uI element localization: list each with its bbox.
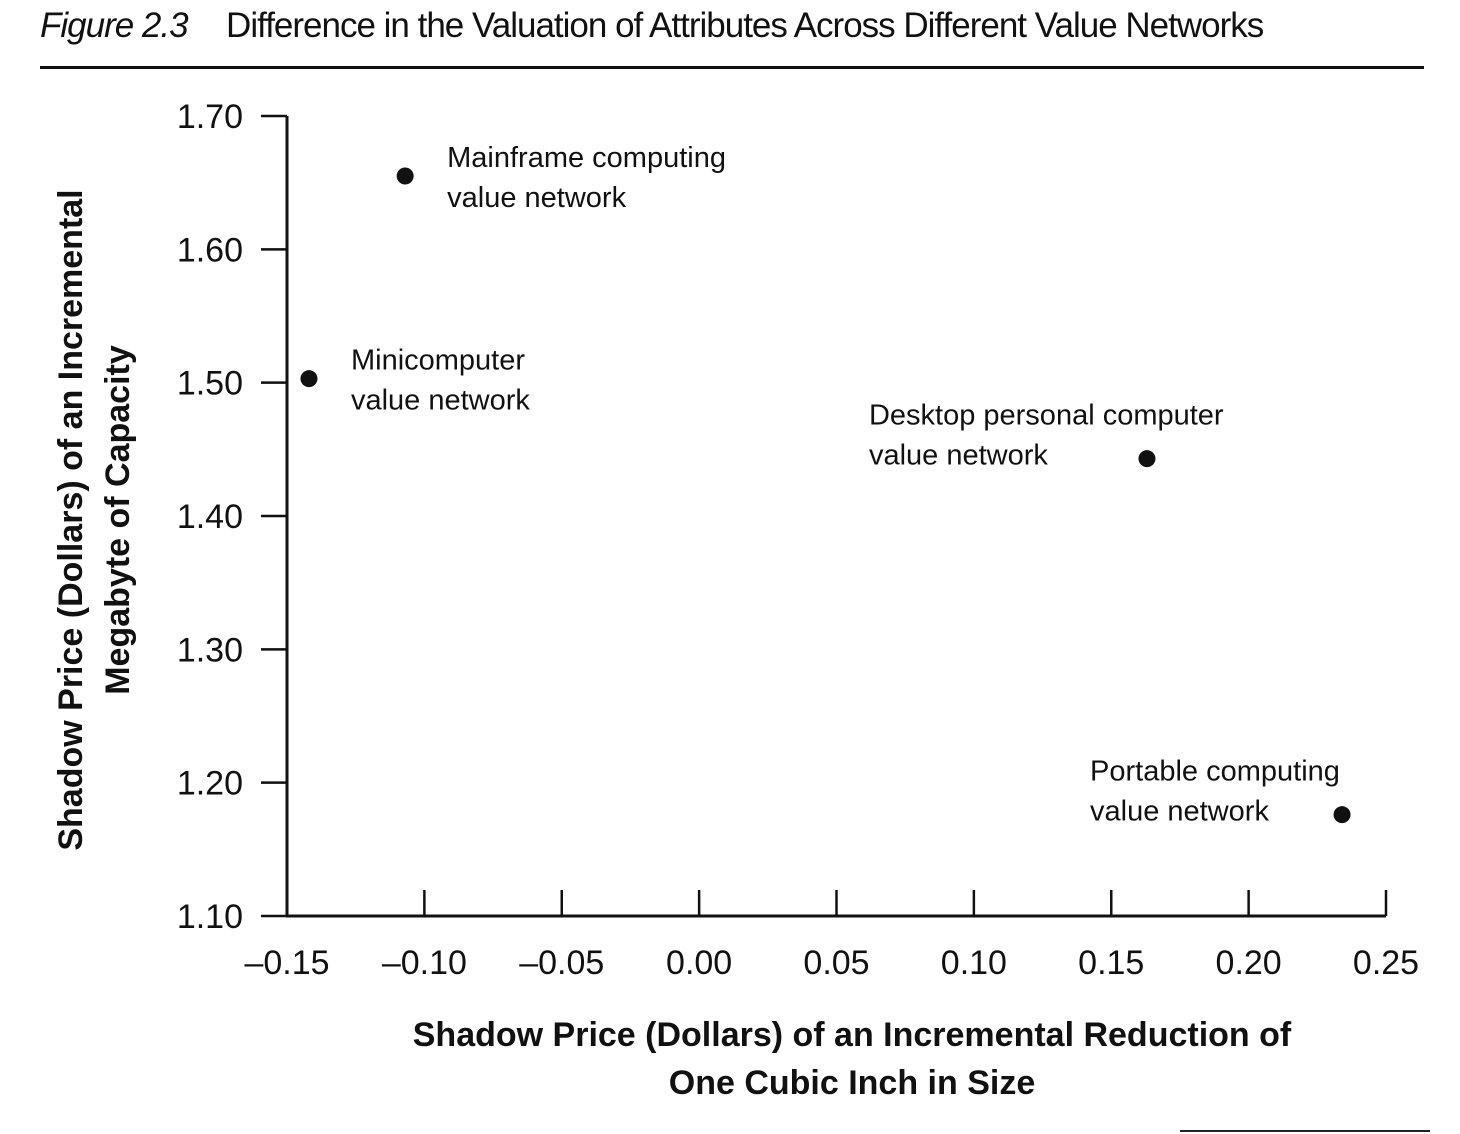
x-tick-label: 0.05 bbox=[803, 944, 869, 982]
x-tick-label: 0.20 bbox=[1216, 944, 1282, 982]
x-tick-label: –0.15 bbox=[244, 944, 329, 982]
figure-header: Figure 2.3 Difference in the Valuation o… bbox=[40, 6, 1422, 62]
y-tick-label: 1.70 bbox=[177, 98, 243, 136]
y-axis-title: Shadow Price (Dollars) of an Incremental bbox=[52, 189, 90, 850]
x-tick-label: 0.25 bbox=[1353, 944, 1419, 982]
y-tick-label: 1.40 bbox=[177, 498, 243, 536]
data-point bbox=[1138, 450, 1156, 468]
chart-axes: 1.10 1.20 1.30 1.40 1.50 1.60 1.70 –0.15 –0.10 –0… bbox=[177, 98, 1419, 982]
chart-axis-titles: Shadow Price (Dollars) of an Incremental… bbox=[52, 189, 1292, 1102]
y-tick-label: 1.50 bbox=[177, 365, 243, 403]
header-rule bbox=[40, 66, 1424, 69]
y-tick-label: 1.10 bbox=[177, 898, 243, 936]
data-point-label: Portable computing bbox=[1090, 756, 1340, 788]
x-tick-label: –0.05 bbox=[519, 944, 604, 982]
data-point bbox=[1333, 806, 1351, 824]
data-point-label: value network bbox=[447, 182, 626, 214]
data-point-label: Minicomputer bbox=[351, 345, 525, 377]
data-point bbox=[300, 370, 318, 388]
data-point-label: value network bbox=[1090, 796, 1269, 828]
x-tick-label: –0.10 bbox=[382, 944, 467, 982]
data-point bbox=[396, 167, 414, 185]
data-point-label: value network bbox=[351, 385, 530, 417]
y-tick-label: 1.30 bbox=[177, 631, 243, 669]
x-axis-title: Shadow Price (Dollars) of an Incremental… bbox=[413, 1016, 1292, 1054]
y-axis-title: Megabyte of Capacity bbox=[99, 345, 137, 695]
footer-rule bbox=[1180, 1130, 1430, 1132]
x-axis-title: One Cubic Inch in Size bbox=[669, 1064, 1036, 1102]
chart-marks: Mainframe computing value network Minicomp… bbox=[300, 142, 1351, 828]
data-point-label: Desktop personal computer bbox=[869, 400, 1224, 432]
x-tick-label: 0.00 bbox=[666, 944, 732, 982]
x-tick-label: 0.15 bbox=[1078, 944, 1144, 982]
x-tick-label: 0.10 bbox=[941, 944, 1007, 982]
y-tick-label: 1.60 bbox=[177, 231, 243, 269]
data-point-label: Mainframe computing bbox=[447, 142, 726, 174]
figure-title: Difference in the Valuation of Attribute… bbox=[226, 6, 1264, 45]
y-tick-label: 1.20 bbox=[177, 765, 243, 803]
data-point-label: value network bbox=[869, 440, 1048, 472]
figure-number: Figure 2.3 bbox=[40, 6, 189, 45]
